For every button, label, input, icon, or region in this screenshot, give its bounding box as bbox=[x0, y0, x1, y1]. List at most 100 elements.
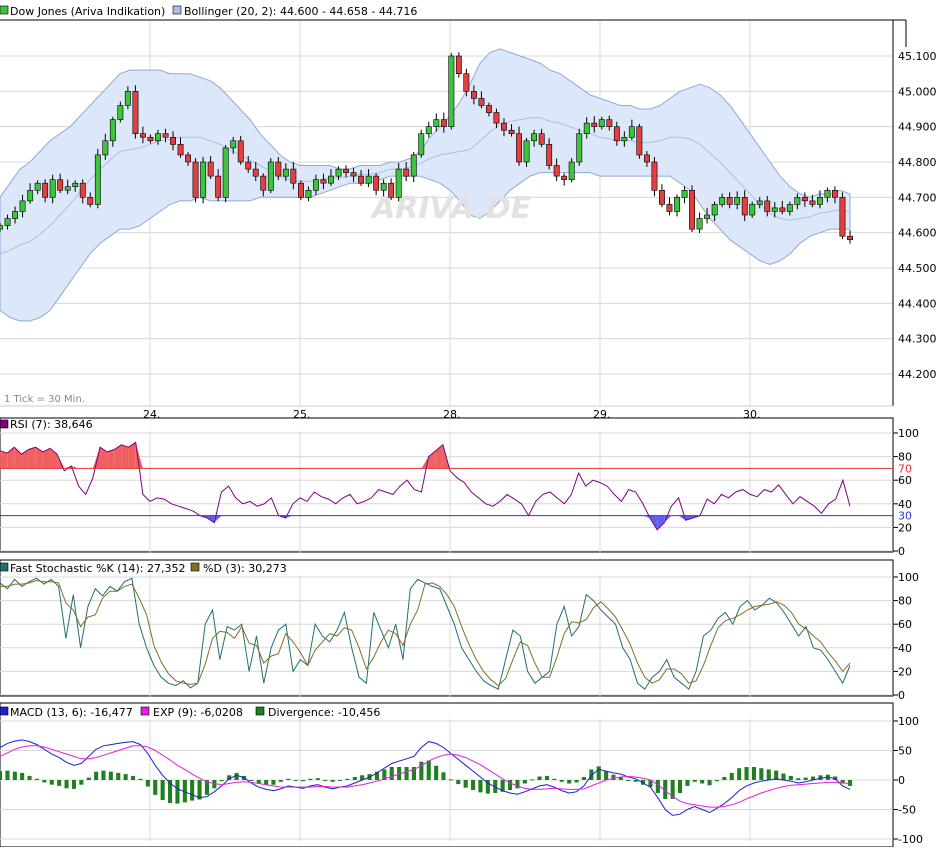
macd-divergence-bar bbox=[700, 780, 705, 784]
macd-divergence-bar bbox=[426, 760, 431, 780]
macd-divergence-bar bbox=[552, 778, 557, 780]
y-tick-label: 40 bbox=[898, 498, 912, 511]
rsi-fills bbox=[0, 442, 700, 530]
candle-body bbox=[689, 190, 696, 230]
macd-divergence-bar bbox=[160, 780, 165, 801]
macd-divergence-bar bbox=[315, 778, 320, 780]
macd-divergence-bar bbox=[168, 780, 173, 803]
candle-body bbox=[440, 119, 447, 127]
candle-body bbox=[312, 179, 319, 191]
macd-divergence-bar bbox=[123, 774, 128, 780]
candle-body bbox=[177, 144, 184, 156]
rsi-overbought-fill bbox=[35, 447, 43, 469]
macd-y-ticks: 100 50 0 -50 -100 bbox=[898, 715, 923, 846]
candle-body bbox=[350, 172, 357, 177]
macd-divergence-bar bbox=[249, 780, 254, 781]
macd-divergence-bar bbox=[419, 761, 424, 780]
y-tick-label: -100 bbox=[898, 833, 923, 846]
legend-swatch-divergence bbox=[255, 706, 265, 716]
macd-divergence-bar bbox=[57, 780, 62, 786]
rsi-oversold-fill bbox=[678, 515, 686, 521]
legend-swatch-exp bbox=[140, 706, 150, 716]
candle-body bbox=[267, 161, 274, 191]
macd-divergence-bar bbox=[389, 767, 394, 780]
macd-divergence-bar bbox=[27, 775, 32, 780]
candle-body bbox=[57, 179, 64, 191]
candle-body bbox=[245, 161, 252, 170]
price-y-tick-label: 44.300 bbox=[898, 333, 937, 346]
stochastic-d-line bbox=[0, 579, 851, 687]
legend-d: %D (3): 30,273 bbox=[203, 562, 287, 575]
candle-body bbox=[72, 182, 79, 187]
macd-divergence-bar bbox=[42, 780, 47, 783]
candle-body bbox=[749, 204, 756, 216]
candle-body bbox=[237, 140, 244, 163]
legend-swatch-d bbox=[190, 562, 200, 572]
candle-body bbox=[636, 126, 643, 156]
rsi-overbought-fill bbox=[0, 450, 8, 469]
macd-divergence-bar bbox=[293, 780, 298, 781]
price-y-tick-label: 44.500 bbox=[898, 262, 937, 275]
macd-divergence-bar bbox=[79, 780, 84, 785]
candle-body bbox=[658, 190, 665, 205]
rsi-overbought-fill bbox=[107, 449, 115, 469]
macd-divergence-bar bbox=[759, 768, 764, 780]
macd-divergence-bar bbox=[463, 780, 468, 788]
candle-body bbox=[192, 161, 199, 198]
candle-body bbox=[42, 182, 49, 198]
bollinger-band bbox=[0, 48, 851, 322]
rsi-overbought-fill bbox=[92, 447, 100, 469]
candle-body bbox=[12, 211, 18, 219]
candle-body bbox=[598, 119, 605, 127]
price-x-labels: 24. 25. 28. 29. 30. bbox=[143, 408, 761, 421]
candle-body bbox=[64, 186, 71, 191]
candle-body bbox=[463, 73, 470, 92]
candle-body bbox=[252, 168, 259, 177]
y-tick-label: 80 bbox=[898, 595, 912, 608]
candle-body bbox=[418, 133, 425, 156]
legend-swatch-rsi bbox=[0, 419, 9, 429]
macd-divergence-bar bbox=[626, 780, 631, 781]
rsi-level-label: 30 bbox=[898, 510, 912, 523]
price-x-label: 30. bbox=[743, 408, 761, 421]
macd-divergence-bar bbox=[641, 780, 646, 785]
legend-dow: Dow Jones (Ariva Indikation) bbox=[10, 5, 165, 18]
macd-divergence-bar bbox=[678, 780, 683, 793]
macd-divergence-bar bbox=[71, 780, 76, 789]
candle-body bbox=[147, 137, 154, 142]
macd-divergence-bar bbox=[522, 780, 527, 784]
macd-divergence-bar bbox=[840, 780, 845, 783]
candle-body bbox=[583, 122, 590, 134]
macd-divergence-bar bbox=[515, 780, 520, 789]
candle-body bbox=[185, 154, 191, 163]
candle-body bbox=[801, 197, 808, 202]
macd-divergence-bar bbox=[604, 771, 609, 780]
macd-divergence-bar bbox=[308, 778, 313, 780]
macd-divergence-bar bbox=[12, 771, 17, 780]
candle-body bbox=[734, 197, 741, 205]
price-y-tick-label: 44.900 bbox=[898, 121, 937, 134]
candle-body bbox=[741, 197, 748, 216]
candle-body bbox=[290, 168, 297, 184]
candle-body bbox=[809, 200, 816, 205]
candle-body bbox=[538, 133, 545, 145]
candle-body bbox=[531, 133, 538, 142]
macd-divergence-bar bbox=[493, 780, 498, 793]
rsi-line bbox=[0, 441, 851, 531]
rsi-panel: 100 80 60 40 20 0 70 30 RSI (7): 38,646 bbox=[0, 417, 919, 558]
macd-divergence-bar bbox=[737, 768, 742, 780]
y-tick-label: 60 bbox=[898, 474, 912, 487]
candle-body bbox=[155, 133, 161, 142]
macd-divergence-bar bbox=[485, 780, 490, 794]
candle-body bbox=[847, 235, 854, 240]
candle-body bbox=[297, 182, 304, 198]
y-tick-label: 50 bbox=[898, 745, 912, 758]
rsi-overbought-fill bbox=[7, 447, 15, 469]
rsi-overbought-fill bbox=[100, 447, 108, 469]
candle-body bbox=[230, 140, 237, 149]
y-tick-label: 100 bbox=[898, 715, 919, 728]
legend-macd: MACD (13, 6): -16,477 bbox=[10, 706, 133, 719]
price-x-label: 29. bbox=[593, 408, 611, 421]
candle-body bbox=[824, 190, 831, 198]
macd-divergence-bar bbox=[471, 780, 476, 790]
